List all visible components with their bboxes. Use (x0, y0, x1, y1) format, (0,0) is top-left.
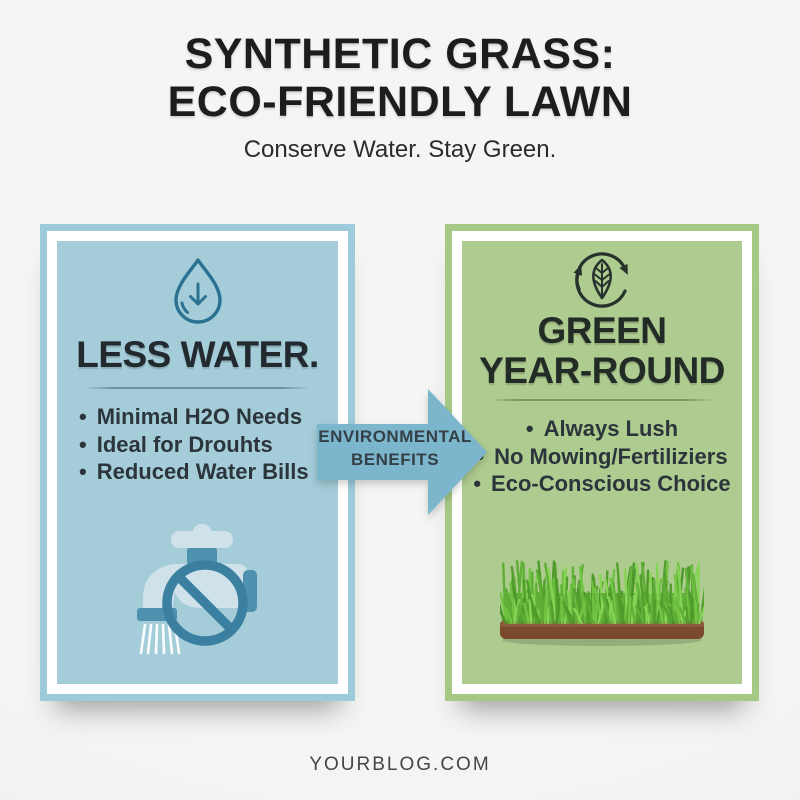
no-watering-faucet-icon (137, 524, 257, 655)
title-line-1: SYNTHETIC GRASS: (184, 30, 616, 78)
left-divider (85, 387, 310, 389)
website-footer: YOURBLOG.COM (309, 754, 491, 775)
green-year-round-panel: GREEN YEAR-ROUND Always Lush No Mowing/F… (445, 224, 759, 701)
page-title: SYNTHETIC GRASS: ECO-FRIENDLY LAWN (0, 30, 800, 126)
bullet-item: Always Lush (462, 415, 742, 443)
leaf-cycle-icon (573, 252, 628, 308)
less-water-panel: LESS WATER. Minimal H2O Needs Ideal for … (40, 224, 355, 701)
less-water-panel-fill: LESS WATER. Minimal H2O Needs Ideal for … (57, 241, 338, 684)
less-water-bullet-list: Minimal H2O Needs Ideal for Drouhts Redu… (79, 403, 332, 486)
green-year-round-heading: GREEN YEAR-ROUND (462, 311, 742, 391)
page-subtitle: Conserve Water. Stay Green. (243, 136, 557, 163)
bullet-item: Ideal for Drouhts (79, 431, 332, 459)
bullet-item: Eco-Conscious Choice (462, 470, 742, 498)
heading-line-2: YEAR-ROUND (479, 350, 725, 391)
heading-line-1: GREEN (537, 310, 667, 351)
synthetic-grass-patch-image (500, 559, 704, 646)
green-bullet-list: Always Lush No Mowing/Fertiliziers Eco-C… (462, 415, 742, 498)
green-year-round-panel-fill: GREEN YEAR-ROUND Always Lush No Mowing/F… (462, 241, 742, 684)
bullet-item: Reduced Water Bills (79, 458, 332, 486)
right-divider (490, 399, 714, 401)
water-drop-icon (173, 258, 222, 324)
arrow-label-line-2: BENEFITS (351, 450, 439, 469)
title-line-2: ECO-FRIENDLY LAWN (167, 78, 633, 126)
less-water-heading: LESS WATER. (76, 334, 319, 375)
bullet-item: No Mowing/Fertiliziers (462, 443, 742, 471)
bullet-item: Minimal H2O Needs (79, 403, 332, 431)
arrow-label-line-1: ENVIRONMENTAL (318, 427, 472, 446)
environmental-benefits-arrow: ENVIRONMENTAL BENEFITS (317, 389, 487, 515)
